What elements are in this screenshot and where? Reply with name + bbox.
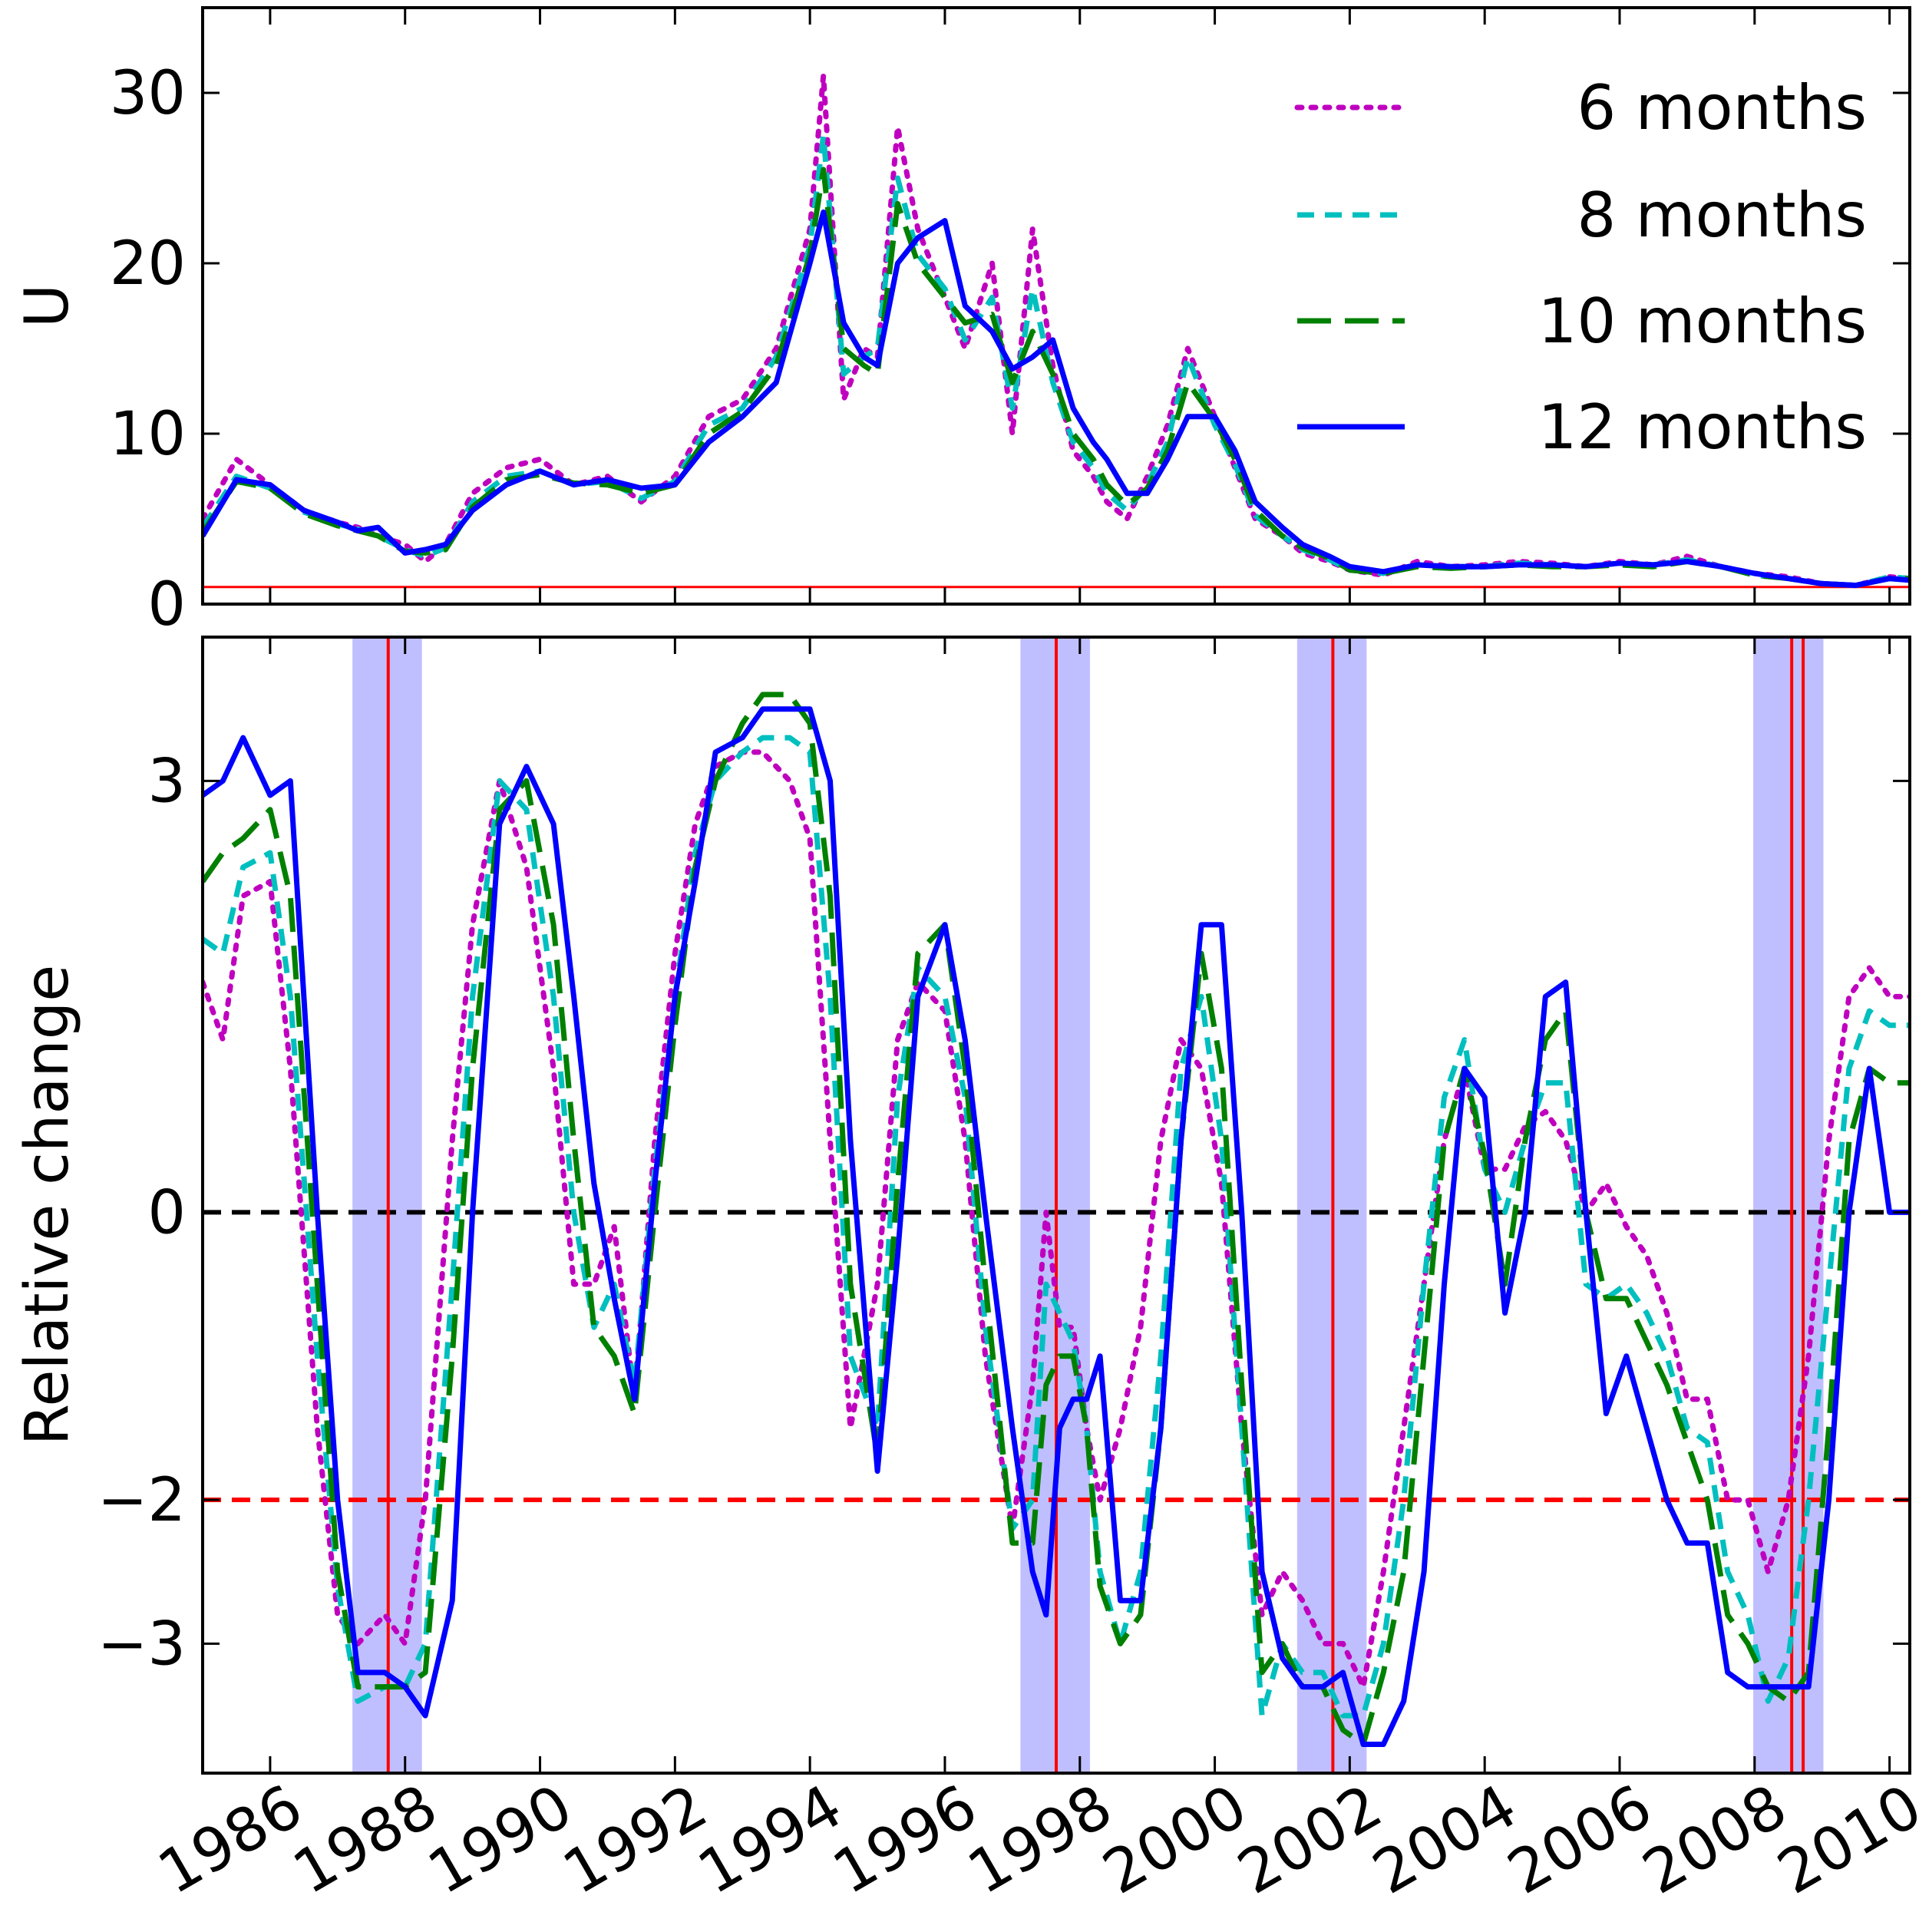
bottom-series-8-months [203, 735, 1910, 1719]
bottom-ytick-label-0: −3 [97, 1610, 186, 1679]
bottom-xtick-label-2006: 2006 [1497, 1772, 1663, 1907]
bottom-xtick-label-2010: 2010 [1767, 1772, 1919, 1907]
bottom-xtick-label-1998: 1998 [957, 1772, 1124, 1907]
top-ytick-label-0: 0 [147, 570, 186, 639]
bottom-xtick-label-2008: 2008 [1632, 1772, 1798, 1907]
bottom-ytick-label-3: 3 [147, 747, 186, 816]
legend: 6 months 8 months 10 months 12 months [1294, 72, 1867, 463]
top-ytick-label-2: 20 [110, 230, 186, 299]
series-layer [203, 73, 1910, 1747]
bottom-xtick-label-1986: 1986 [147, 1772, 314, 1907]
bottom-xtick-label-1996: 1996 [822, 1772, 989, 1907]
bottom-xtick-label-1994: 1994 [687, 1772, 854, 1907]
bottom-xtick-label-1992: 1992 [552, 1772, 718, 1907]
legend-label-8-months: 8 months [1577, 180, 1867, 251]
shaded-regions-layer [352, 637, 1824, 1773]
bottom-xtick-label-2004: 2004 [1362, 1772, 1528, 1907]
top-ytick-label-1: 10 [110, 400, 186, 469]
top-series-10-months [203, 167, 1910, 589]
bottom-shaded-region-3 [1753, 637, 1824, 1773]
legend-label-10-months: 10 months [1538, 286, 1867, 357]
top-ytick-label-3: 30 [110, 59, 186, 128]
bottom-xtick-label-2000: 2000 [1092, 1772, 1258, 1907]
bottom-xtick-label-1988: 1988 [282, 1772, 449, 1907]
bottom-xtick-label-2002: 2002 [1227, 1772, 1393, 1907]
top-ylabel: U [13, 284, 82, 328]
bottom-xtick-label-1990: 1990 [417, 1772, 583, 1907]
bottom-series-12-months [203, 706, 1910, 1747]
legend-label-12-months: 12 months [1538, 391, 1867, 463]
top-series-8-months [203, 133, 1910, 589]
top-series-12-months [203, 209, 1910, 589]
bottom-ylabel: Relative change [13, 965, 82, 1445]
axes-layer: U Relative change [13, 6, 1911, 1775]
bottom-ytick-label-1: −2 [97, 1466, 186, 1535]
bottom-axes-frame [201, 636, 1911, 1775]
top-axes-frame [201, 6, 1911, 606]
bottom-series-6-months [203, 749, 1910, 1690]
legend-label-6-months: 6 months [1577, 72, 1867, 144]
bottom-ytick-label-2: 0 [147, 1178, 186, 1247]
